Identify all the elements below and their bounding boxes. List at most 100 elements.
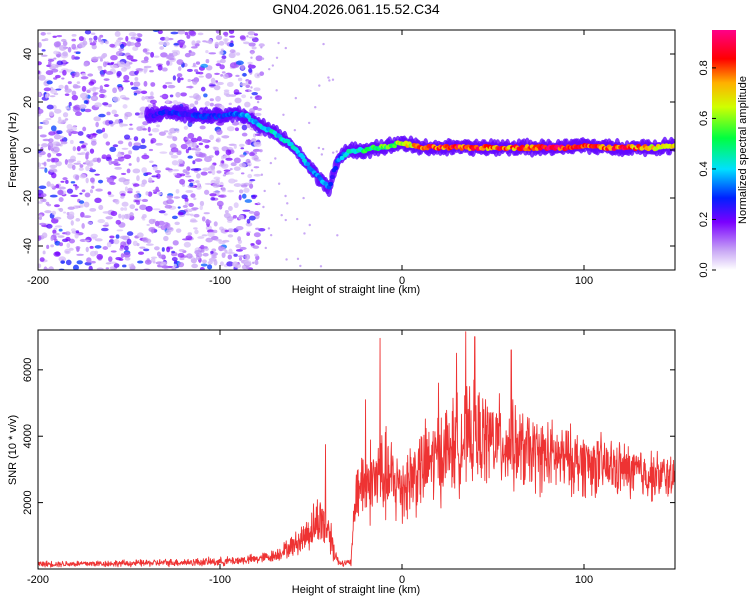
noise-speckle bbox=[204, 189, 210, 195]
noise-speckle bbox=[218, 50, 224, 56]
noise-speckle bbox=[152, 189, 161, 193]
noise-speckle bbox=[46, 244, 50, 250]
noise-speckle bbox=[207, 38, 213, 45]
noise-speckle bbox=[96, 267, 104, 270]
noise-speckle bbox=[233, 166, 241, 171]
noise-speckle bbox=[41, 232, 48, 239]
noise-speckle bbox=[213, 146, 219, 152]
noise-speckle bbox=[267, 227, 271, 230]
noise-speckle bbox=[151, 228, 155, 234]
noise-speckle bbox=[132, 46, 139, 52]
snr-y-axis-label: SNR (10 * v/v) bbox=[7, 415, 19, 485]
noise-speckle bbox=[223, 38, 229, 42]
noise-speckle bbox=[71, 43, 77, 50]
noise-speckle bbox=[238, 143, 245, 147]
noise-speckle bbox=[186, 68, 193, 73]
noise-speckle bbox=[83, 201, 90, 208]
noise-speckle bbox=[171, 160, 179, 166]
noise-speckle bbox=[191, 207, 199, 210]
noise-speckle bbox=[165, 168, 173, 171]
noise-speckle bbox=[211, 255, 218, 259]
noise-speckle bbox=[284, 46, 287, 50]
noise-speckle bbox=[172, 240, 179, 246]
noise-speckle bbox=[211, 169, 216, 176]
noise-speckle bbox=[103, 78, 110, 81]
noise-speckle bbox=[79, 173, 87, 179]
noise-speckle bbox=[41, 49, 46, 52]
noise-speckle bbox=[96, 129, 103, 134]
noise-speckle bbox=[268, 67, 271, 71]
noise-speckle bbox=[130, 59, 138, 62]
noise-speckle bbox=[133, 81, 141, 87]
noise-speckle bbox=[246, 35, 249, 38]
noise-speckle bbox=[269, 161, 273, 165]
y-tick-label: 20 bbox=[22, 96, 34, 108]
noise-speckle bbox=[208, 52, 217, 55]
noise-speckle bbox=[207, 231, 215, 237]
snr-y-ticks: 2000 4000 6000 bbox=[22, 358, 675, 515]
noise-speckle bbox=[94, 238, 103, 242]
noise-speckle bbox=[187, 78, 192, 83]
noise-speckle bbox=[286, 202, 289, 205]
y-tick-label: 4000 bbox=[22, 424, 34, 448]
noise-speckle bbox=[75, 185, 80, 189]
noise-speckle bbox=[258, 227, 266, 232]
noise-speckle bbox=[250, 169, 254, 172]
noise-speckle bbox=[253, 166, 260, 169]
noise-speckle bbox=[228, 205, 233, 211]
noise-speckle bbox=[46, 223, 53, 229]
noise-speckle bbox=[58, 207, 64, 213]
noise-speckle bbox=[124, 257, 131, 261]
noise-speckle bbox=[188, 51, 196, 57]
noise-speckle bbox=[128, 263, 132, 267]
noise-speckle bbox=[45, 117, 52, 121]
noise-speckle bbox=[46, 158, 51, 162]
noise-speckle bbox=[233, 202, 239, 209]
colorbar-tick-label: 0.6 bbox=[698, 111, 710, 126]
noise-speckle bbox=[38, 263, 42, 269]
noise-speckle bbox=[70, 194, 79, 198]
noise-speckle bbox=[50, 63, 56, 68]
noise-speckle bbox=[177, 211, 184, 216]
noise-speckle bbox=[171, 257, 178, 262]
noise-speckle bbox=[215, 63, 222, 67]
noise-speckle bbox=[120, 43, 125, 49]
noise-speckle bbox=[177, 66, 182, 71]
noise-speckle bbox=[251, 52, 254, 55]
noise-speckle bbox=[237, 77, 243, 82]
noise-speckle bbox=[99, 93, 105, 99]
noise-speckle bbox=[215, 95, 221, 102]
noise-speckle bbox=[172, 136, 178, 142]
noise-speckle bbox=[79, 164, 84, 168]
noise-speckle bbox=[244, 101, 251, 108]
noise-speckle bbox=[261, 57, 265, 60]
noise-speckle bbox=[282, 113, 285, 116]
noise-speckle bbox=[248, 89, 251, 93]
noise-speckle bbox=[224, 249, 228, 254]
noise-speckle bbox=[171, 215, 178, 220]
noise-speckle bbox=[133, 193, 140, 199]
noise-speckle bbox=[50, 236, 54, 242]
noise-speckle bbox=[161, 247, 165, 252]
noise-speckle bbox=[57, 235, 65, 238]
noise-speckle bbox=[221, 71, 226, 74]
chart-title: GN04.2026.061.15.52.C34 bbox=[272, 1, 440, 17]
noise-speckle bbox=[213, 180, 220, 184]
noise-speckle bbox=[166, 195, 174, 200]
noise-speckle bbox=[200, 63, 209, 68]
x-tick-label: 100 bbox=[575, 275, 593, 287]
noise-speckle bbox=[64, 158, 68, 165]
noise-speckle bbox=[51, 68, 59, 73]
noise-speckle bbox=[240, 172, 245, 175]
noise-speckle bbox=[321, 147, 325, 151]
noise-speckle bbox=[64, 93, 70, 96]
noise-speckle bbox=[115, 50, 123, 57]
noise-speckle bbox=[216, 129, 223, 135]
noise-speckle bbox=[184, 31, 189, 36]
noise-speckle bbox=[86, 151, 90, 156]
noise-speckle bbox=[132, 168, 141, 174]
noise-speckle bbox=[193, 69, 199, 72]
noise-speckle bbox=[142, 237, 149, 243]
noise-speckle bbox=[199, 205, 203, 211]
